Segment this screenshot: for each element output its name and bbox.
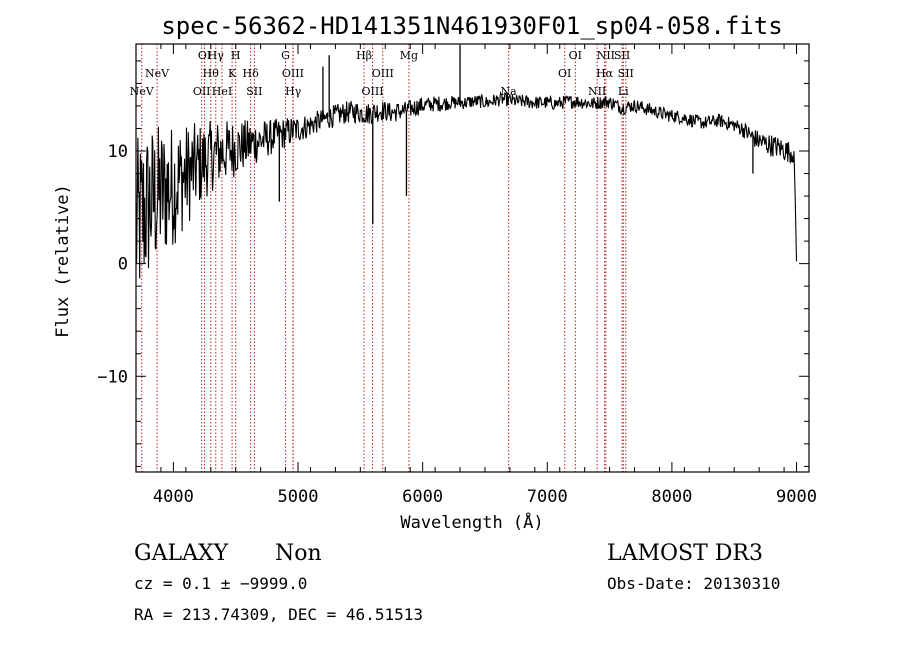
y-axis-ticks: 10 0 −10 bbox=[97, 60, 809, 467]
line-mark-label-12: OIII bbox=[282, 67, 304, 80]
x-tick-label-0: 4000 bbox=[153, 487, 194, 507]
x-tick-label-5: 9000 bbox=[776, 487, 817, 507]
line-mark-label-22: NII bbox=[597, 49, 615, 62]
y-tick-label-1: 0 bbox=[118, 255, 128, 275]
line-mark-label-8: H bbox=[231, 49, 241, 62]
x-tick-label-1: 5000 bbox=[278, 487, 319, 507]
x-tick-label-4: 8000 bbox=[651, 487, 692, 507]
spectrum-line bbox=[135, 91, 798, 279]
y-axis-label: Flux (relative) bbox=[53, 184, 73, 338]
x-tick-label-2: 6000 bbox=[402, 487, 443, 507]
y-tick-label-2: −10 bbox=[97, 367, 128, 387]
plot-frame bbox=[135, 43, 810, 473]
line-mark-label-3: OI bbox=[198, 49, 211, 62]
line-mark-label-10: SII bbox=[246, 85, 262, 98]
line-mark-label-25: Li bbox=[618, 85, 629, 98]
redshift-line: cz = 0.1 ± −9999.0 bbox=[134, 574, 307, 593]
line-mark-label-19: OI bbox=[558, 67, 571, 80]
object-subclass: Non bbox=[275, 541, 322, 566]
line-mark-label-21: NII bbox=[588, 85, 606, 98]
line-mark-label-24: SII bbox=[614, 49, 630, 62]
line-mark-label-20: OI bbox=[569, 49, 582, 62]
spectrum-series bbox=[135, 46, 798, 279]
x-axis-ticks: 4000 5000 6000 7000 8000 9000 bbox=[135, 44, 817, 507]
line-mark-label-5: Hγ bbox=[208, 49, 225, 62]
line-mark-label-26: SII bbox=[618, 67, 634, 80]
line-mark-label-11: G bbox=[281, 49, 290, 62]
x-axis-label: Wavelength (Å) bbox=[400, 511, 543, 533]
line-mark-labels: NeVNeVOIIOIHθHγHeIKHHδSIIGOIIIHγHβOIIIOI… bbox=[130, 49, 634, 98]
line-mark-label-13: Hγ bbox=[285, 85, 302, 98]
x-tick-label-3: 7000 bbox=[527, 487, 568, 507]
line-mark-label-6: HeI bbox=[212, 85, 232, 98]
chart-title: spec-56362-HD141351N461930F01_sp04-058.f… bbox=[161, 12, 782, 40]
line-mark-label-23: Hα bbox=[596, 67, 614, 80]
line-mark-label-7: K bbox=[228, 67, 237, 80]
obs-date: Obs-Date: 20130310 bbox=[607, 574, 780, 593]
line-mark-label-2: OII bbox=[193, 85, 211, 98]
line-mark-label-15: OIII bbox=[362, 85, 384, 98]
y-tick-label-0: 10 bbox=[108, 142, 128, 162]
line-mark-label-0: NeV bbox=[130, 85, 155, 98]
line-mark-label-1: NeV bbox=[145, 67, 170, 80]
line-mark-label-4: Hθ bbox=[203, 67, 220, 80]
survey-name: LAMOST DR3 bbox=[607, 541, 763, 566]
coordinates-line: RA = 213.74309, DEC = 46.51513 bbox=[134, 605, 423, 624]
line-mark-label-17: Mg bbox=[400, 49, 418, 62]
line-mark-label-14: Hβ bbox=[356, 49, 372, 62]
line-mark-label-16: OIII bbox=[372, 67, 394, 80]
line-mark-label-9: Hδ bbox=[243, 67, 260, 80]
object-class: GALAXY bbox=[134, 541, 229, 566]
